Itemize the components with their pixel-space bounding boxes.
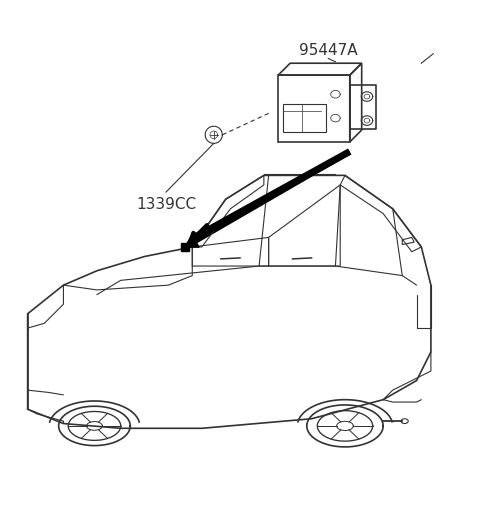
FancyArrowPatch shape: [188, 153, 348, 246]
Polygon shape: [185, 235, 199, 247]
Text: 95447A: 95447A: [299, 44, 358, 58]
Text: 1339CC: 1339CC: [136, 197, 196, 212]
Bar: [283, 104, 326, 132]
